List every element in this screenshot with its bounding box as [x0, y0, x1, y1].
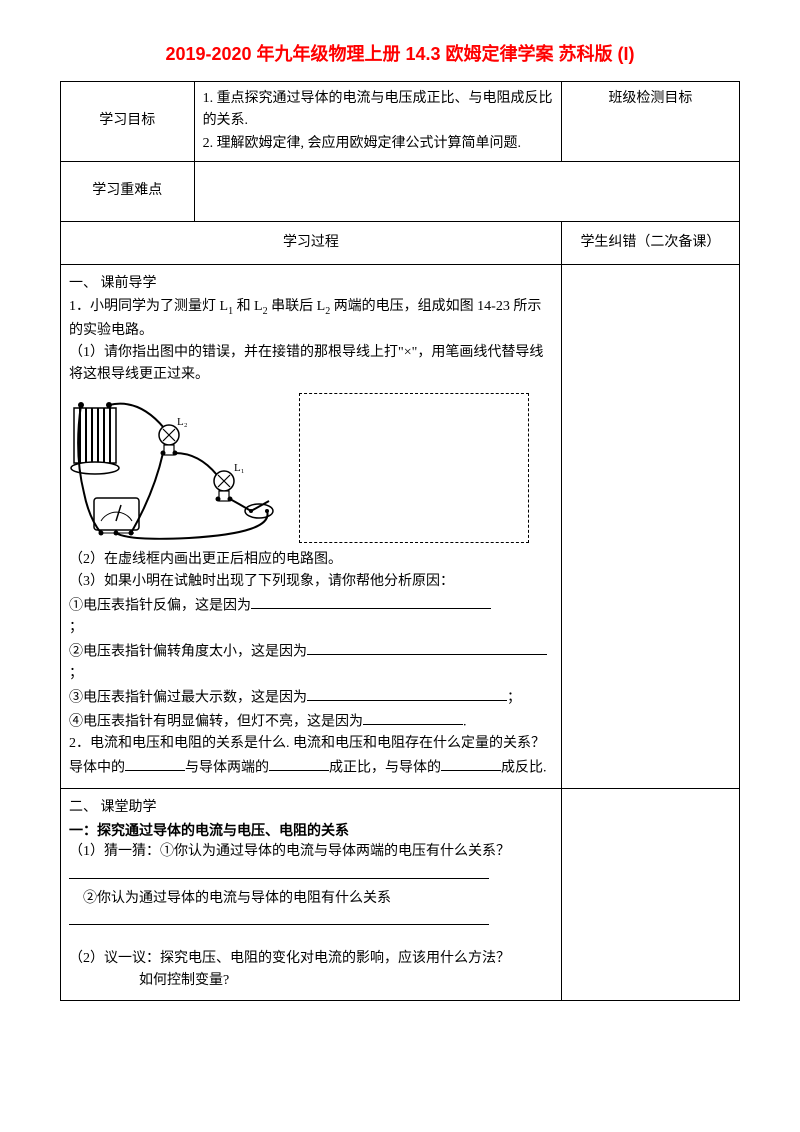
goals-content: 1. 重点探究通过导体的电流与电压成正比、与电阻成反比的关系. 2. 理解欧姆定… [194, 81, 561, 161]
q1-3-3-text: ③电压表指针偏过最大示数，这是因为 [69, 690, 307, 705]
q1-intro: 1．小明同学为了测量灯 L1 和 L2 串联后 L2 两端的电压，组成如图 14… [69, 296, 553, 342]
blank [69, 864, 489, 879]
q1-text-b: 和 L [233, 299, 263, 314]
section2-header: 二、 课堂助学 [69, 797, 553, 819]
class-target: 班级检测目标 [561, 81, 739, 161]
section2-notes [561, 788, 739, 1001]
q2-fill: 导体中的 与导体两端的 成正比，与导体的 成反比. [69, 756, 553, 780]
q2-b: 与导体两端的 [185, 760, 269, 775]
svg-text:L₂: L₂ [177, 416, 188, 428]
blank [125, 756, 185, 771]
s2-q2-b: 如何控制变量? [69, 970, 553, 992]
q1-3-2-text: ②电压表指针偏转角度太小，这是因为 [69, 644, 307, 659]
process-header: 学习过程 [61, 221, 562, 264]
q1-text-a: 1．小明同学为了测量灯 L [69, 299, 228, 314]
goal-label: 学习目标 [61, 81, 195, 161]
s2-q1-2: ②你认为通过导体的电流与导体的电阻有什么关系 [69, 888, 553, 910]
q1-3-4: ④电压表指针有明显偏转，但灯不亮，这是因为. [69, 710, 553, 734]
goal-2: 2. 理解欧姆定律, 会应用欧姆定律公式计算简单问题. [203, 133, 553, 155]
blank [363, 710, 463, 725]
difficulty-content [194, 161, 739, 221]
section1-notes [561, 265, 739, 788]
goal-1: 1. 重点探究通过导体的电流与电压成正比、与电阻成反比的关系. [203, 88, 553, 133]
difficulty-label: 学习重难点 [61, 161, 195, 221]
q1-3-2: ②电压表指针偏转角度太小，这是因为 [69, 640, 553, 664]
q1-3-1-text: ①电压表指针反偏，这是因为 [69, 598, 251, 613]
blank [251, 594, 491, 609]
document-title: 2019-2020 年九年级物理上册 14.3 欧姆定律学案 苏科版 (I) [60, 40, 740, 69]
q1-3: （3）如果小明在试触时出现了下列现象，请你帮他分析原因： [69, 571, 553, 593]
q2-d: 成反比. [501, 760, 547, 775]
answer-box [299, 393, 529, 543]
q1-2: （2）在虚线框内画出更正后相应的电路图。 [69, 549, 553, 571]
q1-3-3: ③电压表指针偏过最大示数，这是因为； [69, 686, 553, 710]
blank [307, 686, 507, 701]
blank [441, 756, 501, 771]
blank [69, 910, 489, 925]
blank [307, 640, 547, 655]
semicolon-1: ； [69, 617, 553, 639]
q1-1: （1）请你指出图中的错误，并在接错的那根导线上打"×"，用笔画线代替导线将这根导… [69, 342, 553, 387]
semicolon-2: ； [69, 663, 553, 685]
q2-c: 成正比，与导体的 [329, 760, 441, 775]
q1-3-1: ①电压表指针反偏，这是因为 [69, 594, 553, 618]
worksheet-table: 学习目标 1. 重点探究通过导体的电流与电压成正比、与电阻成反比的关系. 2. … [60, 81, 740, 1002]
notes-header: 学生纠错（二次备课） [561, 221, 739, 264]
s2-q1: （1）猜一猜：①你认为通过导体的电流与导体两端的电压有什么关系？ [69, 841, 553, 863]
q1-text-c: 串联后 L [268, 299, 326, 314]
circuit-diagram: L₂ L₁ [69, 393, 279, 543]
section1-header: 一、 课前导学 [69, 273, 553, 295]
section1-content: 一、 课前导学 1．小明同学为了测量灯 L1 和 L2 串联后 L2 两端的电压… [61, 265, 562, 788]
q1-3-4-text: ④电压表指针有明显偏转，但灯不亮，这是因为 [69, 714, 363, 729]
section2-sub1: 一：探究通过导体的电流与电压、电阻的关系 [69, 819, 553, 841]
blank [269, 756, 329, 771]
q2-a: 导体中的 [69, 760, 125, 775]
section2-content: 二、 课堂助学 一：探究通过导体的电流与电压、电阻的关系 （1）猜一猜：①你认为… [61, 788, 562, 1001]
q2: 2．电流和电压和电阻的关系是什么. 电流和电压和电阻存在什么定量的关系？ [69, 733, 553, 755]
svg-text:L₁: L₁ [234, 462, 245, 474]
s2-q2: （2）议一议：探究电压、电阻的变化对电流的影响，应该用什么方法？ [69, 948, 553, 970]
diagram-row: L₂ L₁ [69, 393, 553, 543]
